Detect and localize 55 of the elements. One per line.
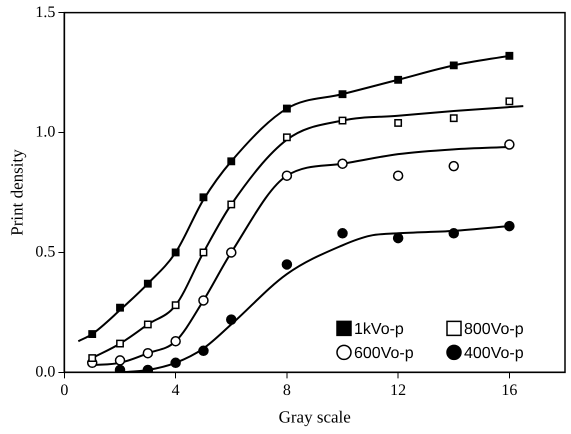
point (172, 248, 180, 256)
x-tick-label: 12 (390, 382, 406, 400)
point (88, 354, 96, 362)
point (394, 119, 402, 127)
point (282, 259, 292, 270)
x-tick-label: 16 (501, 382, 518, 400)
point (282, 104, 291, 112)
point (200, 248, 208, 256)
point (337, 228, 348, 239)
point (394, 76, 402, 84)
point (448, 228, 460, 239)
legend-label: 600Vo-p (354, 344, 414, 362)
point (504, 220, 515, 232)
point (338, 90, 346, 98)
point (200, 193, 208, 202)
point (450, 114, 458, 122)
legend-label: 800Vo-p (464, 320, 524, 338)
point (142, 348, 154, 358)
y-tick-label: 1.5 (35, 4, 56, 21)
x-tick-label: 8 (282, 382, 291, 400)
point (170, 336, 181, 346)
point (88, 330, 96, 338)
point (227, 157, 236, 166)
point (392, 170, 404, 181)
x-tick-label: 0 (60, 382, 68, 400)
y-tick-label: 0.5 (35, 244, 56, 261)
y-tick-label: 0.0 (35, 364, 56, 381)
point (170, 358, 181, 368)
y-tick-label: 1.0 (35, 124, 56, 141)
point (337, 158, 348, 169)
point (144, 320, 152, 328)
point (282, 170, 292, 181)
legend-label: 1kVo-p (354, 320, 404, 338)
point (505, 97, 514, 106)
point (116, 340, 124, 348)
point (505, 52, 514, 60)
point (227, 200, 236, 208)
point (198, 295, 209, 306)
point (450, 61, 458, 70)
point (226, 247, 237, 258)
point (338, 116, 346, 124)
point (448, 160, 460, 172)
legend-label: 400Vo-p (464, 344, 524, 362)
x-axis-title: Gray scale (278, 407, 351, 426)
x-tick-label: 4 (172, 382, 180, 400)
point (504, 139, 515, 150)
point (116, 304, 124, 312)
point (172, 301, 180, 310)
point (114, 355, 126, 366)
point (226, 314, 237, 325)
point (198, 346, 209, 356)
y-axis-title: Print density (8, 148, 27, 236)
point (144, 280, 152, 288)
point (392, 232, 404, 244)
point (282, 133, 291, 142)
